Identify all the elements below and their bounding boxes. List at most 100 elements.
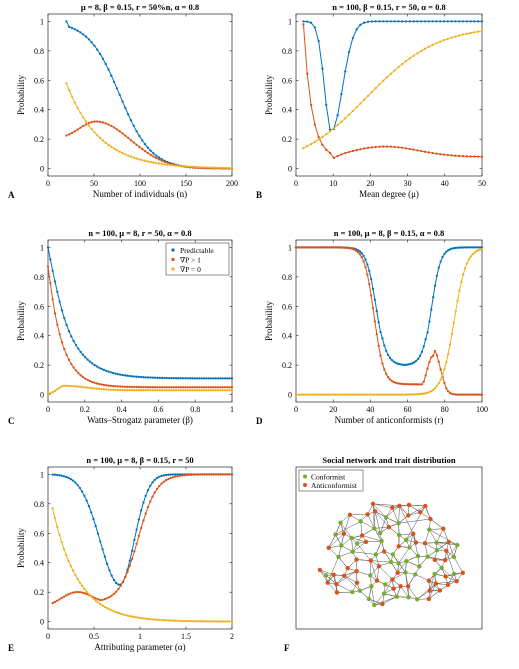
network-edge <box>374 511 376 529</box>
network-edge <box>356 570 371 576</box>
data-point <box>223 389 227 392</box>
data-point <box>87 38 90 41</box>
data-point <box>420 20 423 23</box>
conformist-node <box>349 535 354 541</box>
x-axis-label: Number of anticonformists (r) <box>335 415 444 425</box>
data-point <box>223 377 227 380</box>
data-point <box>209 377 213 380</box>
data-point <box>140 509 143 512</box>
data-point <box>219 386 222 389</box>
data-point <box>431 43 434 47</box>
data-point <box>349 247 352 250</box>
data-point <box>405 393 408 396</box>
data-point <box>58 386 61 389</box>
data-point <box>151 376 154 379</box>
data-point <box>209 389 213 392</box>
data-point <box>212 473 215 476</box>
data-point <box>121 132 124 135</box>
data-point <box>462 273 465 276</box>
conformist-node <box>404 537 409 543</box>
data-point <box>326 246 330 249</box>
data-point <box>157 162 161 165</box>
data-point <box>460 280 463 284</box>
data-point <box>163 163 166 166</box>
conformist-node <box>451 554 457 560</box>
data-point <box>82 116 85 119</box>
network-edge <box>374 593 385 606</box>
data-point <box>133 389 136 392</box>
data-point <box>199 620 202 623</box>
data-point <box>340 92 343 96</box>
data-point <box>344 70 347 73</box>
data-point <box>207 389 210 392</box>
data-point <box>400 393 403 396</box>
network-edge <box>446 550 455 574</box>
anticonformist-node <box>411 531 416 536</box>
data-point <box>386 353 390 357</box>
data-point <box>69 592 72 595</box>
data-point <box>355 148 358 152</box>
data-point <box>208 620 211 623</box>
y-tick-label: 0.8 <box>282 47 292 56</box>
data-point <box>373 393 377 396</box>
anticonformist-node <box>345 566 350 571</box>
data-point <box>413 361 416 364</box>
data-point <box>200 389 203 392</box>
data-point <box>126 374 129 377</box>
anticonformist-node <box>368 558 373 563</box>
data-point <box>409 362 412 366</box>
data-point <box>408 57 411 60</box>
data-point <box>105 384 108 387</box>
conformist-node <box>396 521 401 526</box>
data-point <box>351 247 354 251</box>
y-tick-label: 0.8 <box>34 500 44 509</box>
data-point <box>160 618 163 622</box>
data-point <box>164 619 168 622</box>
data-point <box>442 20 446 23</box>
data-point <box>169 473 172 476</box>
data-point <box>321 135 324 139</box>
network-edge <box>417 583 437 600</box>
data-point <box>171 619 175 622</box>
data-point <box>143 143 147 146</box>
legend-marker <box>171 267 175 271</box>
network-edge <box>417 590 430 600</box>
data-point <box>119 388 122 392</box>
data-point <box>445 250 448 253</box>
data-point <box>118 150 121 153</box>
data-point <box>115 590 118 593</box>
data-point <box>408 147 411 151</box>
data-point <box>70 26 74 30</box>
data-point <box>416 393 420 396</box>
data-point <box>223 386 227 389</box>
data-point <box>200 386 203 389</box>
data-point <box>390 379 393 383</box>
data-point <box>374 145 377 149</box>
data-point <box>142 617 145 620</box>
data-point <box>58 300 61 303</box>
data-point <box>469 393 472 396</box>
x-tick-label: 150 <box>180 179 192 188</box>
axes-box <box>47 13 233 177</box>
panel-d: n = 100, μ = 8, β = 0.15, α = 0.8 0 20 40 60… <box>256 228 488 426</box>
data-point <box>165 389 168 392</box>
data-point <box>99 602 102 606</box>
data-point <box>298 393 301 396</box>
data-point <box>313 140 316 144</box>
x-axis-label: Mean degree (μ) <box>359 189 419 199</box>
data-point <box>155 161 158 165</box>
data-point <box>187 473 191 477</box>
data-point <box>336 246 339 249</box>
data-point <box>105 607 109 610</box>
data-point <box>404 20 408 23</box>
conformist-node <box>368 573 373 578</box>
anticonformist-node <box>441 526 446 531</box>
data-point <box>53 389 57 392</box>
data-point <box>203 473 206 476</box>
data-point <box>95 365 99 368</box>
data-point <box>426 391 429 394</box>
legend: Predictable∇P > 1∇P = 0 <box>165 242 230 276</box>
data-point <box>437 266 440 269</box>
data-point <box>153 491 156 494</box>
data-point <box>163 389 166 392</box>
